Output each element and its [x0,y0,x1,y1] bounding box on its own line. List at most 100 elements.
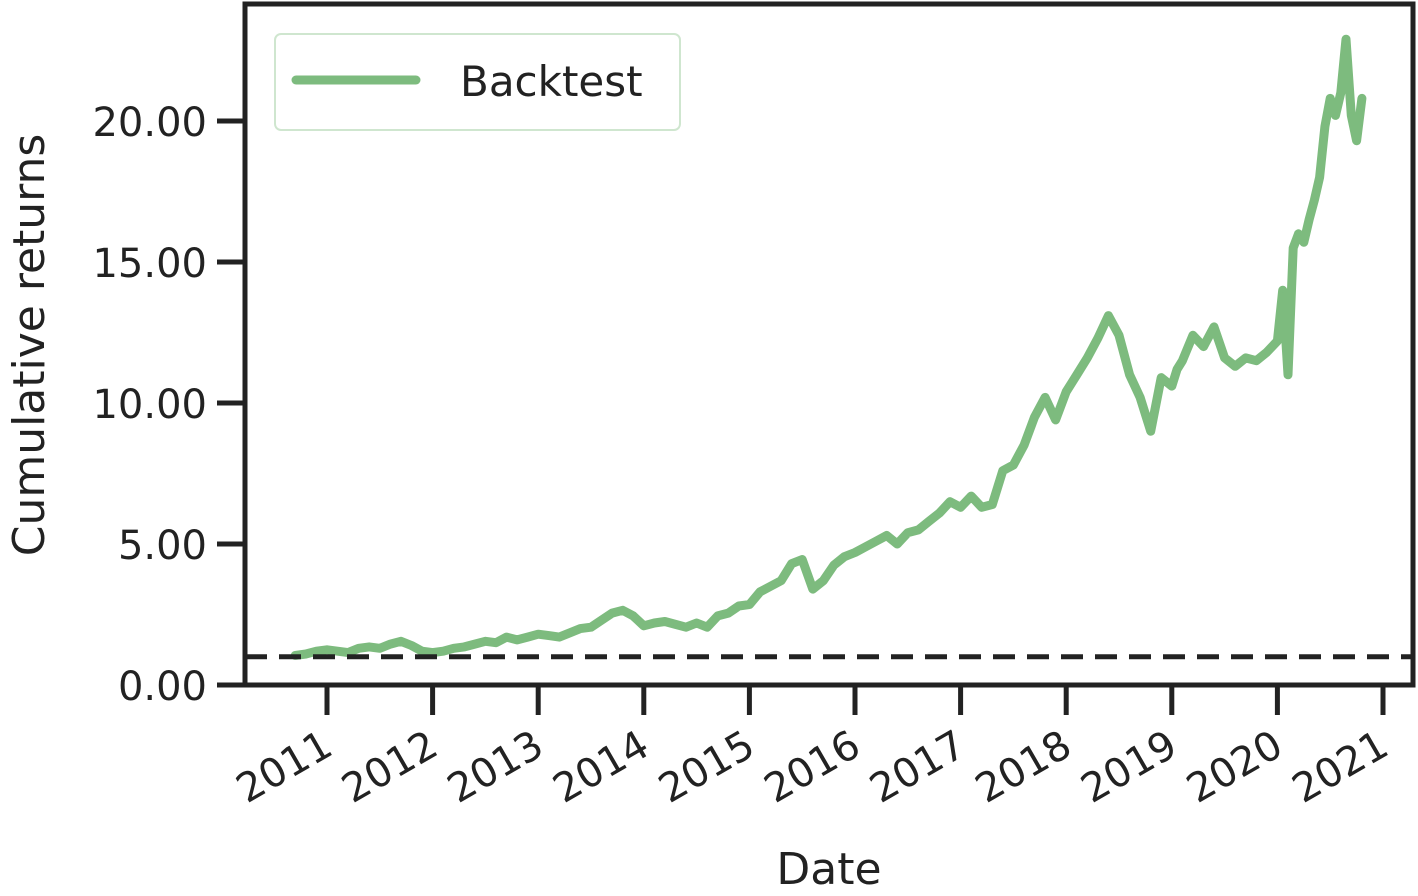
data-point [1116,332,1122,338]
data-point [1222,355,1228,361]
y-tick-label: 15.00 [92,241,207,287]
data-point [1264,349,1270,355]
x-tick-label: 2012 [334,722,445,813]
data-point [419,648,425,654]
x-tick-label: 2021 [1285,722,1396,813]
data-point [588,624,594,630]
data-point [1274,338,1280,344]
data-point [673,621,678,627]
data-point [398,638,404,644]
data-point [1095,335,1101,341]
data-point [651,620,657,626]
data-point [947,499,953,505]
data-point [1354,138,1360,144]
x-tick-label: 2015 [651,722,762,813]
data-point [778,578,784,584]
data-point [863,544,869,550]
data-point [926,518,932,524]
data-point [1010,462,1016,468]
data-point [915,527,921,533]
data-point [1174,366,1180,372]
data-point [567,630,573,636]
data-point [1021,442,1027,448]
data-point [525,634,531,640]
data-point [1063,389,1069,395]
data-point [641,623,647,629]
data-point [409,643,414,648]
x-tick-label: 2013 [440,722,551,813]
data-point [841,554,847,560]
data-point [504,634,509,640]
y-axis-label: Cumulative returns [4,134,55,557]
data-point [1343,36,1349,42]
data-point [694,620,700,626]
data-point [303,651,309,657]
x-tick-label: 2017 [862,722,973,813]
data-point [1280,287,1286,293]
y-axis-ticks: 0.00 5.00 10.00 15.00 20.00 [92,100,245,710]
data-point [725,610,731,616]
data-point [1053,417,1059,423]
data-point [968,493,974,499]
data-point [662,619,668,624]
data-point [451,645,457,651]
data-point [324,647,330,653]
x-tick-label: 2016 [757,722,868,813]
data-point [1306,217,1312,223]
x-tick-label: 2020 [1179,722,1290,813]
data-point [1158,375,1164,381]
data-point [514,637,520,643]
data-point [1042,394,1048,400]
data-point [577,626,583,632]
data-point [1127,372,1133,378]
data-point [873,538,879,544]
legend-label-backtest: Backtest [460,57,643,106]
data-point [1338,90,1344,96]
data-point [683,624,689,630]
y-tick-label: 5.00 [118,523,207,569]
data-point [715,613,721,619]
data-point [884,533,890,538]
data-point [630,613,636,619]
data-point [1000,468,1006,474]
data-point [546,633,552,639]
data-point [620,607,626,613]
data-point [313,648,319,654]
data-point [1243,355,1249,361]
data-point [535,631,541,637]
data-point [430,650,436,656]
data-point [1327,95,1333,101]
data-point [1179,358,1185,364]
data-point [704,624,710,630]
data-point [852,550,858,555]
data-point [937,510,942,516]
data-point [746,602,752,608]
data-point [493,640,499,646]
series-layer [290,34,1367,660]
data-point [1253,358,1259,364]
data-point [472,641,478,647]
data-point [1032,414,1037,420]
data-point [768,583,773,589]
data-point [1232,363,1238,369]
x-axis-label: Date [776,844,881,892]
data-point [894,541,900,547]
data-point [1169,383,1175,389]
data-point [1084,355,1090,361]
data-point [1148,428,1154,434]
data-point [387,641,393,647]
data-point [1285,372,1291,378]
data-point [1333,112,1338,118]
data-point [345,650,351,656]
x-tick-label: 2019 [1074,722,1185,813]
data-point [1348,112,1354,118]
data-point [609,610,615,616]
x-tick-label: 2014 [546,722,657,813]
data-point [1317,174,1323,180]
data-point [789,561,795,567]
data-point [979,504,985,510]
data-point [905,530,911,536]
y-tick-label: 20.00 [92,100,207,146]
